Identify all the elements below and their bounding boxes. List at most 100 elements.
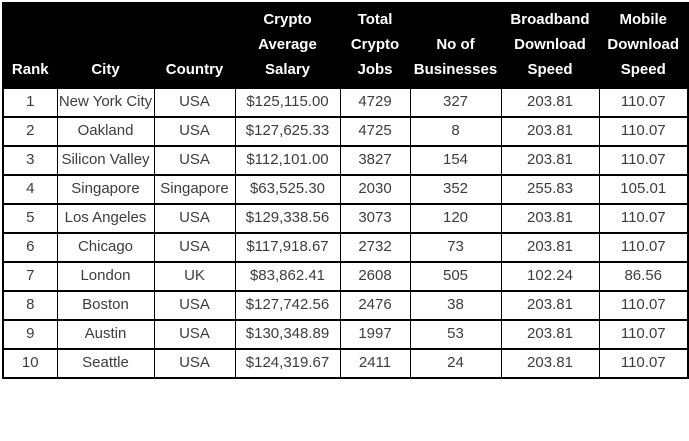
cell: 9 (2, 319, 58, 350)
cell: $124,319.67 (234, 348, 341, 379)
cell: 110.07 (598, 348, 689, 379)
cell: Oakland (56, 116, 155, 147)
cell: $117,918.67 (234, 232, 341, 263)
cell: Chicago (56, 232, 155, 263)
column-header-total-crypto-jobs: Total Crypto Jobs (339, 2, 411, 89)
cell: $129,338.56 (234, 203, 341, 234)
table-header: Rank City Country Crypto Average Salary Total C… (2, 2, 689, 89)
cell: London (56, 261, 155, 292)
cell: 110.07 (598, 87, 689, 118)
table-row: 7 London UK $83,862.41 2608 505 102.24 86.56 (2, 261, 689, 292)
cell: 203.81 (500, 116, 600, 147)
cell: 110.07 (598, 290, 689, 321)
cell: 2030 (339, 174, 411, 205)
cell: $127,625.33 (234, 116, 341, 147)
column-header-city: City (56, 2, 155, 89)
cell: 8 (2, 290, 58, 321)
cell: 105.01 (598, 174, 689, 205)
cell: $125,115.00 (234, 87, 341, 118)
cell: USA (153, 348, 236, 379)
cell: 86.56 (598, 261, 689, 292)
cell: Silicon Valley (56, 145, 155, 176)
table-row: 8 Boston USA $127,742.56 2476 38 203.81 110.07 (2, 290, 689, 321)
cell: 102.24 (500, 261, 600, 292)
cell: UK (153, 261, 236, 292)
cell: 352 (409, 174, 502, 205)
cell: New York City (56, 87, 155, 118)
cell: 120 (409, 203, 502, 234)
cell: 10 (2, 348, 58, 379)
cell: 1 (2, 87, 58, 118)
cell: USA (153, 145, 236, 176)
table-row: 9 Austin USA $130,348.89 1997 53 203.81 110.07 (2, 319, 689, 350)
table-row: 3 Silicon Valley USA $112,101.00 3827 154 203.… (2, 145, 689, 176)
table-row: 2 Oakland USA $127,625.33 4725 8 203.81 110.07 (2, 116, 689, 147)
column-header-broadband-download-speed: Broadband Download Speed (500, 2, 600, 89)
cell: 110.07 (598, 319, 689, 350)
cell: 110.07 (598, 116, 689, 147)
cell: USA (153, 290, 236, 321)
cell: 2732 (339, 232, 411, 263)
cell: Seattle (56, 348, 155, 379)
cell: 154 (409, 145, 502, 176)
cell: 6 (2, 232, 58, 263)
cell: Austin (56, 319, 155, 350)
cell: 8 (409, 116, 502, 147)
cell: 2411 (339, 348, 411, 379)
cell: Boston (56, 290, 155, 321)
column-header-no-of-businesses: No of Businesses (409, 2, 502, 89)
cell: 5 (2, 203, 58, 234)
cell: 7 (2, 261, 58, 292)
cell: 327 (409, 87, 502, 118)
cell: 2608 (339, 261, 411, 292)
cell: 110.07 (598, 145, 689, 176)
cell: 4725 (339, 116, 411, 147)
cell: 110.07 (598, 232, 689, 263)
table-row: 1 New York City USA $125,115.00 4729 327 203.8… (2, 87, 689, 118)
table-header-row: Rank City Country Crypto Average Salary Total C… (2, 2, 689, 89)
cell: 4 (2, 174, 58, 205)
cell: $130,348.89 (234, 319, 341, 350)
column-header-mobile-download-speed: Mobile Download Speed (598, 2, 689, 89)
table-body: 1 New York City USA $125,115.00 4729 327 203.8… (2, 87, 689, 379)
cell: $112,101.00 (234, 145, 341, 176)
cell: 73 (409, 232, 502, 263)
cell: Singapore (153, 174, 236, 205)
cell: USA (153, 203, 236, 234)
cell: 203.81 (500, 203, 600, 234)
cell: 3073 (339, 203, 411, 234)
cell: USA (153, 319, 236, 350)
cell: 505 (409, 261, 502, 292)
cell: 3 (2, 145, 58, 176)
cell: Los Angeles (56, 203, 155, 234)
cell: USA (153, 116, 236, 147)
crypto-cities-table: Rank City Country Crypto Average Salary Total C… (2, 2, 689, 379)
column-header-rank: Rank (2, 2, 58, 89)
table-row: 4 Singapore Singapore $63,525.30 2030 352 255.… (2, 174, 689, 205)
cell: USA (153, 232, 236, 263)
cell: $127,742.56 (234, 290, 341, 321)
cell: 203.81 (500, 319, 600, 350)
cell: 2 (2, 116, 58, 147)
cell: 1997 (339, 319, 411, 350)
cell: 203.81 (500, 348, 600, 379)
cell: 38 (409, 290, 502, 321)
cell: 24 (409, 348, 502, 379)
table-row: 5 Los Angeles USA $129,338.56 3073 120 203.81 1… (2, 203, 689, 234)
cell: 203.81 (500, 145, 600, 176)
cell: 110.07 (598, 203, 689, 234)
cell: 255.83 (500, 174, 600, 205)
table-row: 6 Chicago USA $117,918.67 2732 73 203.81 110.07 (2, 232, 689, 263)
cell: 203.81 (500, 87, 600, 118)
cell: 2476 (339, 290, 411, 321)
cell: USA (153, 87, 236, 118)
cell: Singapore (56, 174, 155, 205)
cell: 53 (409, 319, 502, 350)
cell: $63,525.30 (234, 174, 341, 205)
cell: 203.81 (500, 290, 600, 321)
cell: 203.81 (500, 232, 600, 263)
cell: $83,862.41 (234, 261, 341, 292)
table-row: 10 Seattle USA $124,319.67 2411 24 203.81 110.0… (2, 348, 689, 379)
cell: 3827 (339, 145, 411, 176)
